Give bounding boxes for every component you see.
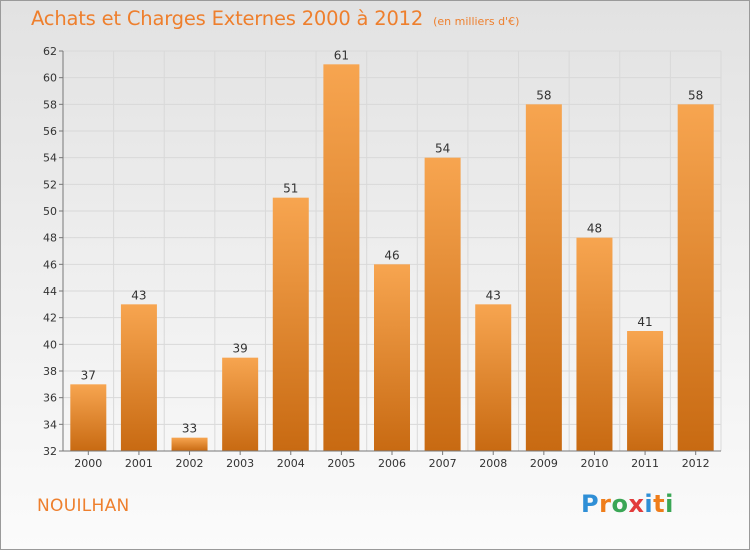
bar-value-label: 39 xyxy=(233,342,248,356)
x-tick-label: 2007 xyxy=(429,457,457,470)
x-tick-label: 2009 xyxy=(530,457,558,470)
x-tick-label: 2011 xyxy=(631,457,659,470)
y-tick-label: 48 xyxy=(43,232,57,245)
bar xyxy=(576,237,613,451)
chart-title: Achats et Charges Externes 2000 à 2012 (e… xyxy=(31,7,519,30)
bar-value-label: 61 xyxy=(334,48,349,62)
x-tick-label: 2012 xyxy=(682,457,710,470)
y-tick-label: 38 xyxy=(43,365,57,378)
x-tick-label: 2008 xyxy=(479,457,507,470)
chart-subtitle: (en milliers d'€) xyxy=(433,15,520,28)
bar xyxy=(677,104,714,451)
y-tick-label: 54 xyxy=(43,152,57,165)
bar xyxy=(424,157,461,451)
x-tick-label: 2000 xyxy=(74,457,102,470)
x-tick-label: 2005 xyxy=(327,457,355,470)
x-tick-label: 2003 xyxy=(226,457,254,470)
y-tick-label: 50 xyxy=(43,205,57,218)
x-tick-label: 2004 xyxy=(277,457,305,470)
bar xyxy=(272,197,309,451)
x-tick-label: 2006 xyxy=(378,457,406,470)
bar xyxy=(171,437,208,451)
logo-letter: i xyxy=(644,490,654,518)
x-tick-label: 2002 xyxy=(176,457,204,470)
logo-letter: r xyxy=(599,490,612,518)
bar-value-label: 46 xyxy=(384,248,399,262)
y-tick-label: 32 xyxy=(43,445,57,458)
bar-value-label: 58 xyxy=(688,88,703,102)
bar-chart: 37 43 33 39 51 61 46 54 43 58 48 41 58 32 34 36 38 40 42 4… xyxy=(43,45,722,470)
y-tick-label: 56 xyxy=(43,125,57,138)
proxiti-logo: Proxiti xyxy=(581,490,674,518)
bar xyxy=(120,304,157,451)
bar-value-label: 51 xyxy=(283,182,298,196)
bar xyxy=(374,264,410,451)
logo-letter: o xyxy=(611,490,629,518)
bar xyxy=(627,331,664,451)
logo-letter: t xyxy=(653,490,666,518)
logo-letter: P xyxy=(581,490,600,518)
bar xyxy=(222,357,259,451)
y-tick-label: 36 xyxy=(43,392,57,405)
y-tick-label: 60 xyxy=(43,72,57,85)
bar-value-label: 58 xyxy=(536,88,551,102)
y-tick-label: 58 xyxy=(43,98,57,111)
bar-value-label: 43 xyxy=(131,288,146,302)
y-tick-label: 40 xyxy=(43,338,57,351)
commune-name: NOUILHAN xyxy=(37,496,130,516)
y-tick-label: 46 xyxy=(43,258,57,271)
title-text: Achats et Charges Externes 2000 à 2012 xyxy=(31,7,424,30)
bar-value-label: 37 xyxy=(81,368,96,382)
bar xyxy=(475,304,512,451)
bar-value-label: 48 xyxy=(587,222,602,236)
x-tick-label: 2010 xyxy=(580,457,608,470)
bar xyxy=(525,104,562,451)
bars: 37 43 33 39 51 61 46 54 43 58 48 41 58 xyxy=(70,48,714,452)
bar xyxy=(70,384,107,451)
y-tick-label: 62 xyxy=(43,45,57,58)
logo-letter: x xyxy=(628,490,645,518)
axes: 32 34 36 38 40 42 44 46 48 50 52 54 56 58 60 62 2000 2001… xyxy=(43,45,721,470)
bar-value-label: 43 xyxy=(486,288,501,302)
y-tick-label: 34 xyxy=(43,418,57,431)
logo-letter: i xyxy=(665,490,674,518)
y-tick-label: 42 xyxy=(43,312,57,325)
bar-value-label: 33 xyxy=(182,422,197,436)
x-tick-label: 2001 xyxy=(125,457,153,470)
bar-value-label: 54 xyxy=(435,142,450,156)
bar-value-label: 41 xyxy=(637,315,652,329)
y-tick-label: 52 xyxy=(43,178,57,191)
bar xyxy=(323,64,360,452)
y-tick-label: 44 xyxy=(43,285,57,298)
